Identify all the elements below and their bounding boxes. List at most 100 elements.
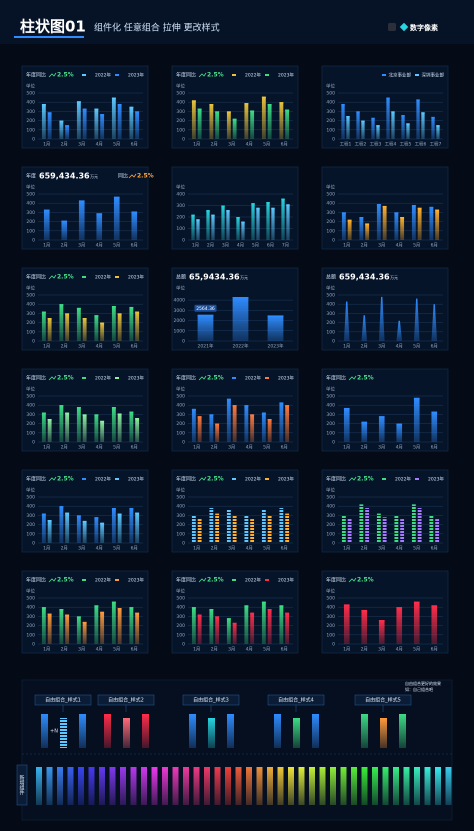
y-tick-label: 0	[32, 339, 35, 345]
x-tick-label: 1月	[343, 546, 350, 552]
bar-cap	[421, 112, 425, 114]
bar	[431, 116, 435, 139]
x-tick-label: 2月	[61, 243, 68, 249]
bar-cap	[59, 120, 64, 123]
bar	[135, 311, 140, 341]
bar-cap	[378, 416, 385, 418]
bar	[411, 205, 416, 240]
y-tick-label: 400	[176, 192, 185, 198]
bar-cap	[41, 513, 46, 516]
legend-label: 2022年	[245, 476, 261, 483]
bar-cap	[100, 420, 105, 423]
x-tick-label: 3月	[78, 344, 85, 350]
y-tick-label: 0	[332, 440, 335, 446]
demo-bar	[227, 714, 234, 748]
stat-value: 2.5%	[357, 577, 374, 584]
y-axis-label: 单位	[26, 83, 35, 90]
trend-arrow	[48, 577, 57, 583]
x-tick-label: 6月	[131, 647, 138, 653]
style-name: 自由组合_样式4	[278, 697, 314, 704]
bar-cap	[65, 412, 70, 415]
bar	[417, 508, 422, 543]
x-tick-label: 3月	[378, 243, 385, 249]
bar-cap	[215, 423, 220, 426]
bar-cap	[117, 313, 122, 315]
bar-cap	[382, 205, 387, 208]
bar-cap	[117, 104, 122, 106]
y-axis-label: 单位	[176, 487, 185, 494]
x-tick-label: 5月	[263, 546, 270, 552]
bar-cap	[191, 100, 196, 102]
y-tick-label: 200	[26, 522, 35, 528]
y-tick-label: 200	[26, 118, 35, 124]
bar	[215, 423, 220, 442]
bar-cap	[413, 601, 420, 604]
x-tick-label: 6月	[267, 243, 274, 249]
bar-cap	[215, 111, 220, 113]
trend-arrow	[48, 375, 57, 381]
bar-cap	[431, 605, 438, 607]
y-tick-label: 400	[26, 201, 35, 207]
bar-cap	[129, 411, 134, 414]
legend-swatch	[232, 579, 236, 581]
bar	[285, 405, 290, 442]
bar-cap	[343, 604, 350, 606]
legend-swatch	[265, 579, 269, 581]
bar	[47, 419, 52, 442]
bar-cap	[76, 616, 81, 618]
x-tick-label: 5月	[113, 142, 120, 148]
bar	[94, 414, 99, 442]
bar	[396, 423, 403, 442]
trend-arrow	[198, 476, 207, 482]
x-tick-label: 4月	[246, 142, 253, 148]
swatch-bar	[162, 767, 168, 805]
demo-bar	[274, 714, 281, 748]
bar-cap	[232, 405, 237, 407]
bar-cap	[197, 314, 214, 317]
bar-cap	[209, 414, 214, 416]
bar-cap	[59, 609, 64, 611]
bar	[76, 616, 81, 644]
swatch-bar	[340, 767, 347, 805]
bar	[94, 517, 99, 543]
swatch-bar	[288, 767, 294, 805]
y-tick-label: 100	[26, 531, 35, 537]
bar-cap	[82, 621, 87, 624]
x-tick-label: 1月	[43, 142, 50, 148]
y-tick-label: 300	[26, 109, 35, 115]
y-tick-label: 0	[182, 339, 185, 345]
style-name: 自由组合_样式2	[108, 697, 144, 704]
bar	[267, 609, 272, 644]
x-tick-label: 1月	[43, 546, 50, 552]
bar-cap	[256, 207, 260, 210]
bar-cap	[401, 115, 405, 117]
bar-cap	[386, 97, 390, 100]
bar	[429, 515, 434, 543]
bar-cap	[47, 112, 52, 114]
bar-cap	[129, 508, 134, 510]
y-tick-label: 500	[326, 91, 335, 97]
bar-cap	[396, 607, 403, 609]
y-tick-label: 100	[326, 531, 335, 537]
bar	[285, 109, 290, 139]
swatch-bar	[256, 767, 263, 805]
bar	[396, 320, 403, 341]
bar	[250, 110, 255, 139]
bar	[135, 111, 140, 139]
demo-bar	[208, 718, 215, 748]
bar	[191, 515, 196, 543]
y-tick-label: 400	[176, 605, 185, 611]
bar-cap	[111, 97, 116, 100]
y-tick-label: 400	[26, 302, 35, 308]
y-tick-label: 200	[176, 215, 185, 221]
stat-label: 年度同比	[176, 577, 196, 584]
x-tick-label: 6月	[131, 243, 138, 249]
y-tick-label: 500	[176, 596, 185, 602]
bar-cap	[376, 125, 380, 127]
swatch-bar	[78, 767, 84, 805]
bar-cap	[271, 207, 275, 210]
swatch-bar	[172, 767, 179, 805]
y-tick-label: 500	[26, 91, 35, 97]
demo-bar	[60, 718, 67, 748]
bar-cap	[226, 111, 231, 113]
